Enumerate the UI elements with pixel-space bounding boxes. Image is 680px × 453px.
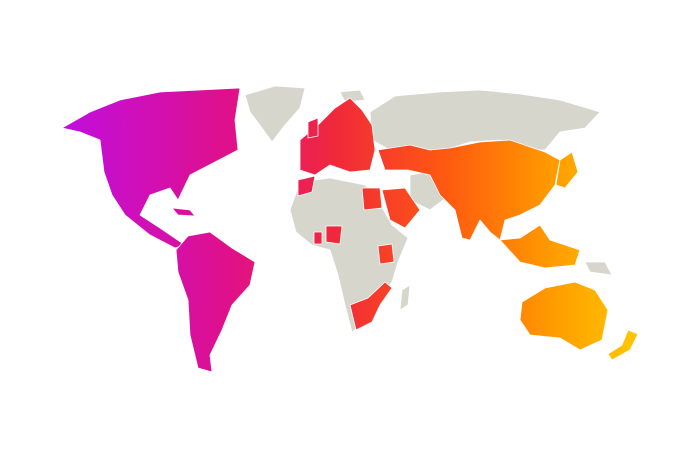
europe[interactable] bbox=[299, 97, 376, 176]
papua[interactable] bbox=[584, 261, 613, 276]
caribbean[interactable] bbox=[171, 207, 196, 217]
australia[interactable] bbox=[519, 281, 609, 351]
greenland[interactable] bbox=[244, 85, 306, 143]
egypt[interactable] bbox=[361, 187, 383, 211]
south-america[interactable] bbox=[175, 231, 256, 373]
ghana[interactable] bbox=[313, 231, 323, 245]
madagascar[interactable] bbox=[399, 284, 411, 311]
north-america[interactable] bbox=[61, 87, 241, 249]
scandinavia-north[interactable] bbox=[339, 89, 366, 103]
highlighted-countries bbox=[61, 87, 639, 373]
new-zealand[interactable] bbox=[607, 329, 639, 361]
uk[interactable] bbox=[307, 117, 319, 139]
south-africa-mozambique[interactable] bbox=[349, 281, 393, 331]
kenya[interactable] bbox=[377, 243, 395, 265]
asia-turkey-china-india[interactable] bbox=[377, 139, 561, 241]
nigeria[interactable] bbox=[325, 225, 343, 245]
saudi-arabia[interactable] bbox=[381, 187, 421, 229]
southeast-asia-islands[interactable] bbox=[499, 224, 581, 269]
japan[interactable] bbox=[555, 151, 579, 189]
morocco[interactable] bbox=[297, 175, 316, 197]
